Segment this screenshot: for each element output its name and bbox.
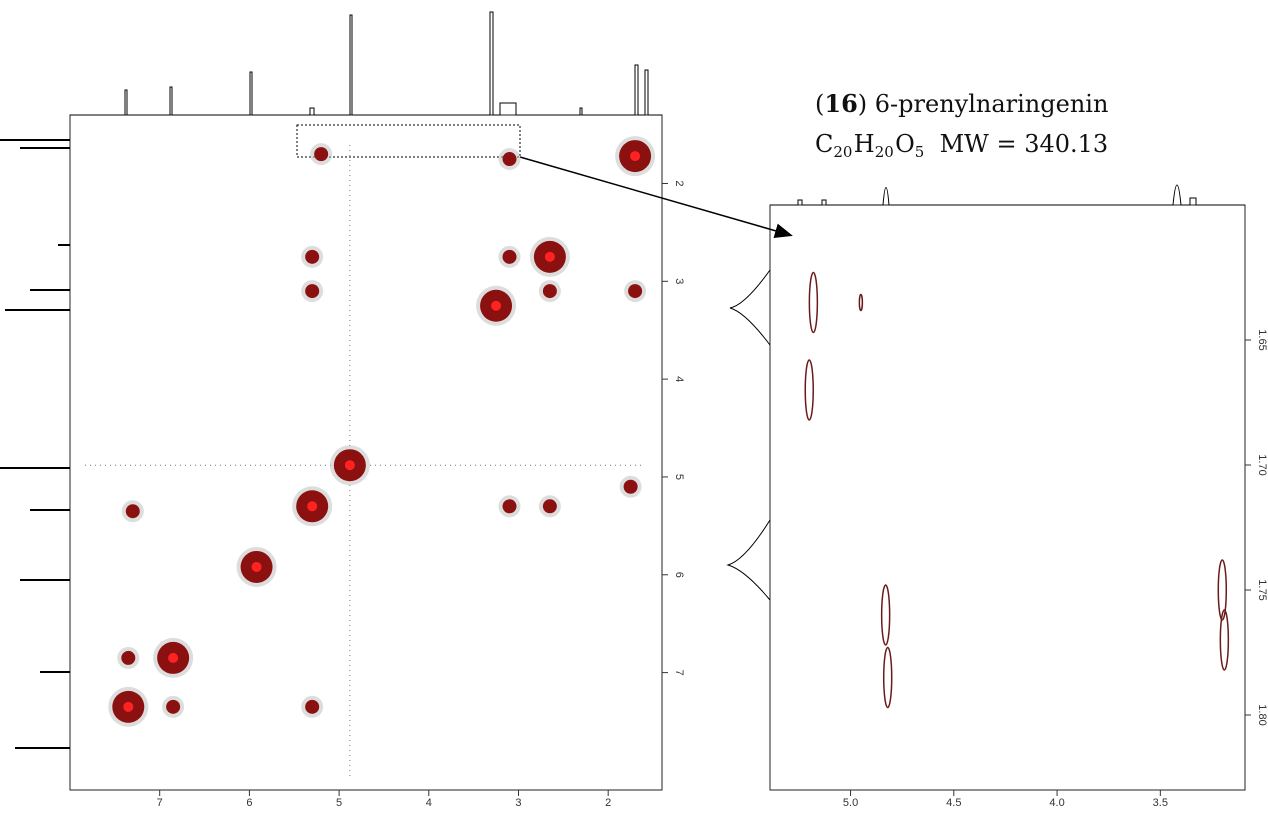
x-tick-label: 5 [336, 797, 342, 809]
projection-top [70, 11, 662, 116]
compound-name: (16) 6-prenylnaringenin [815, 89, 1108, 118]
frame-left [69, 114, 663, 791]
compound-formula: C20 H20 O5 MW = 340.13 [815, 130, 1108, 161]
cross-peak [125, 504, 140, 519]
zoom-arrow [519, 156, 793, 239]
x-tick-label: 6 [246, 797, 252, 809]
cross-peak [166, 699, 181, 714]
cross-peak [1217, 559, 1228, 621]
formula-subscript: 20 [875, 143, 894, 161]
peak-core [344, 460, 355, 471]
x-tick-label: 7 [157, 797, 163, 809]
peak-core [168, 652, 179, 663]
cross-peak [542, 499, 557, 514]
y-tick-label: 6 [673, 572, 685, 578]
formula-element: H [854, 130, 875, 158]
y-tick-label: 1.65 [1256, 329, 1268, 350]
peak-core [544, 251, 555, 262]
cross-peak [305, 284, 320, 299]
y-tick-label: 7 [673, 670, 685, 676]
peak-core [251, 561, 262, 572]
cross-peak [628, 284, 643, 299]
spacer [924, 148, 925, 153]
x-tick-label: 2 [605, 797, 611, 809]
peak-core [630, 151, 641, 162]
x-tick-label: 4.0 [1049, 797, 1064, 809]
cross-peak [882, 646, 893, 709]
x-tick-label: 3 [515, 797, 521, 809]
zoom-box [296, 124, 521, 158]
cross-peak [808, 271, 819, 334]
y-tick-label: 5 [673, 474, 685, 480]
x-tick-label: 4 [426, 797, 432, 809]
frame-right [769, 204, 1246, 791]
y-tick-label: 1.70 [1256, 454, 1268, 475]
formula-element: O [895, 130, 915, 158]
formula-subscript: 5 [915, 143, 925, 161]
peak-core [123, 701, 134, 712]
x-tick-label: 4.5 [946, 797, 961, 809]
projection-left [0, 139, 70, 749]
y-tick-label: 1.80 [1256, 704, 1268, 725]
y-tick-label: 3 [673, 278, 685, 284]
x-tick-label: 5.0 [843, 797, 858, 809]
cross-peak [542, 284, 557, 299]
cross-peak [502, 499, 517, 514]
molecular-weight: MW = 340.13 [940, 130, 1109, 158]
peak-core [307, 501, 318, 512]
peak-core [491, 300, 502, 311]
cross-peak [121, 650, 136, 665]
cross-peak [858, 293, 864, 312]
cross-peak [502, 152, 517, 167]
cross-peak [1219, 609, 1230, 671]
y-tick-label: 4 [673, 376, 685, 382]
formula-subscript: 20 [833, 143, 852, 161]
cross-peak [804, 359, 814, 421]
y-tick-label: 1.75 [1256, 579, 1268, 600]
formula-element: C [815, 130, 833, 158]
cross-peak [305, 249, 320, 264]
y-tick-label: 2 [673, 180, 685, 186]
projection-left-right [726, 269, 771, 601]
cross-peak [305, 699, 320, 714]
x-tick-label: 3.5 [1153, 797, 1168, 809]
cross-peak [502, 249, 517, 264]
cross-peak [314, 147, 329, 162]
cross-peak [623, 479, 638, 494]
projection-top-right [770, 184, 1245, 206]
cross-peak [880, 584, 891, 646]
